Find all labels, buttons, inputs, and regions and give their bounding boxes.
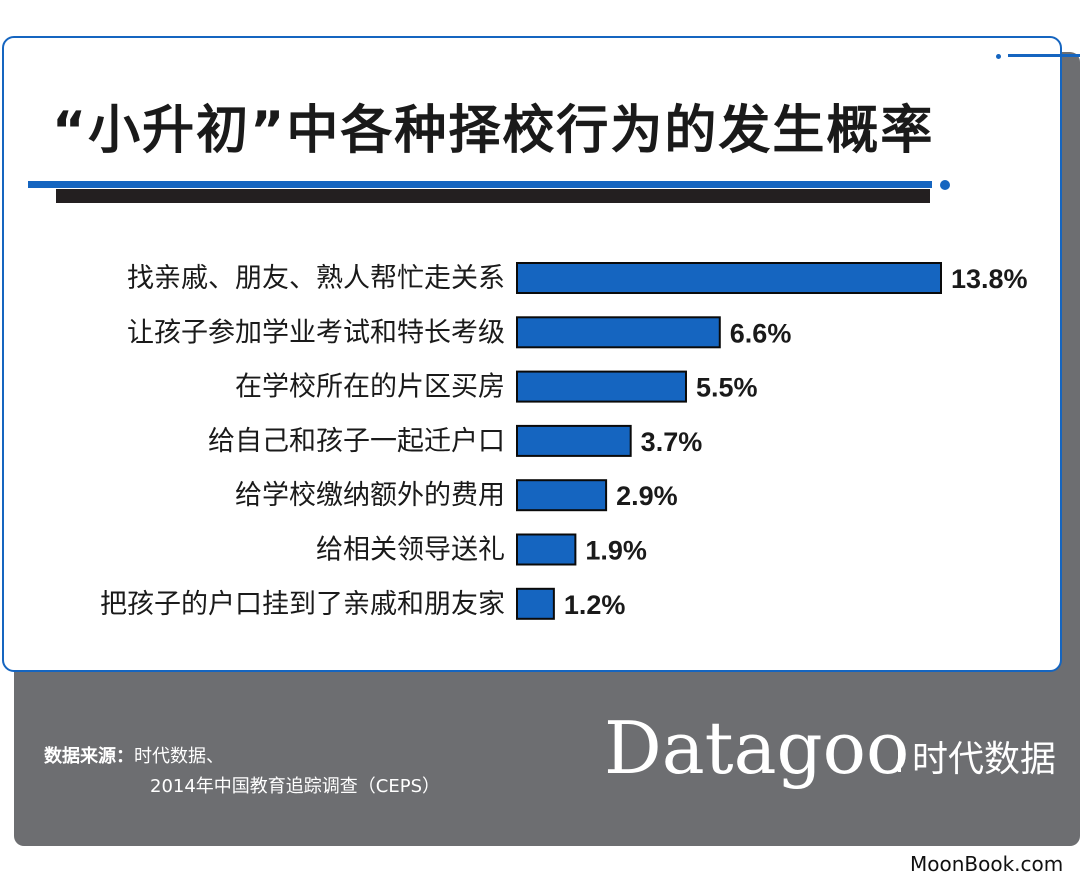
bar <box>516 316 721 349</box>
chart-card <box>2 36 1062 672</box>
category-label: 给自己和孩子一起迁户口 <box>208 426 505 457</box>
category-label: 给学校缴纳额外的费用 <box>235 480 505 511</box>
corner-accent-line <box>1008 54 1080 57</box>
brand-logo: Datagoo <box>604 706 910 790</box>
title-rule-blue <box>28 181 932 188</box>
bar <box>516 370 687 403</box>
value-label: 1.2% <box>564 590 626 620</box>
value-label: 2.9% <box>616 481 678 511</box>
source-line2: 2014年中国教育追踪调查（CEPS） <box>150 776 441 797</box>
category-label: 在学校所在的片区买房 <box>235 372 505 403</box>
value-label: 3.7% <box>641 427 703 457</box>
watermark: MoonBook.com <box>910 852 1064 876</box>
value-label: 6.6% <box>730 318 792 348</box>
category-label: 让孩子参加学业考试和特长考级 <box>127 317 505 348</box>
source-label: 数据来源： <box>44 746 134 767</box>
title-rule-black <box>56 189 930 203</box>
bar <box>516 533 577 566</box>
source-line1: 时代数据、 <box>134 746 224 767</box>
value-label: 5.5% <box>696 373 758 403</box>
category-label: 给相关领导送礼 <box>316 535 505 566</box>
bar <box>516 479 608 512</box>
bar <box>516 424 632 457</box>
category-label: 找亲戚、朋友、熟人帮忙走关系 <box>127 263 505 294</box>
category-label: 把孩子的户口挂到了亲戚和朋友家 <box>100 589 505 620</box>
brand-cn-name: 时代数据 <box>912 739 1057 780</box>
chart-title: “小升初”中各种择校行为的发生概率 <box>52 101 935 161</box>
value-label: 1.9% <box>585 536 647 566</box>
bar <box>516 587 555 620</box>
title-rule-dot <box>940 180 950 190</box>
brand-separator <box>898 740 901 772</box>
value-label: 13.8% <box>951 264 1028 294</box>
bar <box>516 262 942 294</box>
source-note: 数据来源：时代数据、 2014年中国教育追踪调查（CEPS） <box>44 742 440 802</box>
corner-accent-dot <box>996 54 1001 59</box>
